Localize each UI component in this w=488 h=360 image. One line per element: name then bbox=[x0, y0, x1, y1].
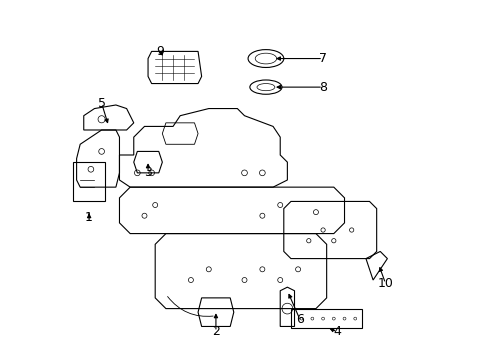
Text: 1: 1 bbox=[85, 211, 93, 224]
Text: 7: 7 bbox=[319, 52, 326, 65]
Text: 2: 2 bbox=[212, 325, 220, 338]
Text: 9: 9 bbox=[156, 45, 164, 58]
Text: 10: 10 bbox=[377, 277, 393, 290]
Text: 3: 3 bbox=[144, 166, 152, 179]
Text: 4: 4 bbox=[333, 325, 341, 338]
Text: 8: 8 bbox=[319, 81, 326, 94]
Text: 5: 5 bbox=[98, 97, 105, 110]
Text: 6: 6 bbox=[295, 313, 303, 326]
